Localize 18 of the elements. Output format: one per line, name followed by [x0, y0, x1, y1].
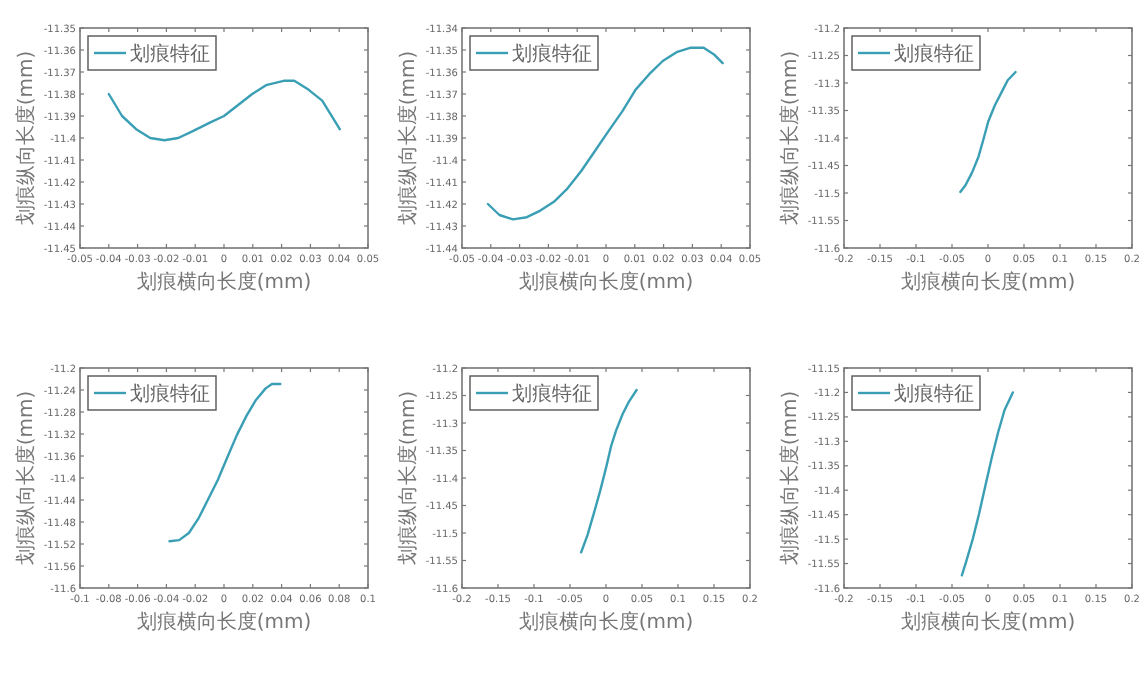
- x-axis-title: 划痕横向长度(mm): [900, 270, 1076, 294]
- legend-label: 划痕特征: [894, 42, 974, 66]
- x-axis-title: 划痕横向长度(mm): [136, 610, 312, 634]
- y-axis-title: 划痕纵向长度(mm): [396, 50, 420, 226]
- x-axis-title: 划痕横向长度(mm): [136, 270, 312, 294]
- y-axis-title: 划痕纵向长度(mm): [778, 390, 802, 566]
- x-axis-title: 划痕横向长度(mm): [900, 610, 1076, 634]
- legend-label: 划痕特征: [512, 382, 592, 406]
- legend-label: 划痕特征: [894, 382, 974, 406]
- x-axis-title: 划痕横向长度(mm): [518, 270, 694, 294]
- legend-label: 划痕特征: [130, 42, 210, 66]
- legend-label: 划痕特征: [512, 42, 592, 66]
- y-axis-title: 划痕纵向长度(mm): [14, 50, 38, 226]
- y-axis-title: 划痕纵向长度(mm): [778, 50, 802, 226]
- y-axis-title: 划痕纵向长度(mm): [396, 390, 420, 566]
- x-axis-title: 划痕横向长度(mm): [518, 610, 694, 634]
- y-axis-title: 划痕纵向长度(mm): [14, 390, 38, 566]
- legend-label: 划痕特征: [130, 382, 210, 406]
